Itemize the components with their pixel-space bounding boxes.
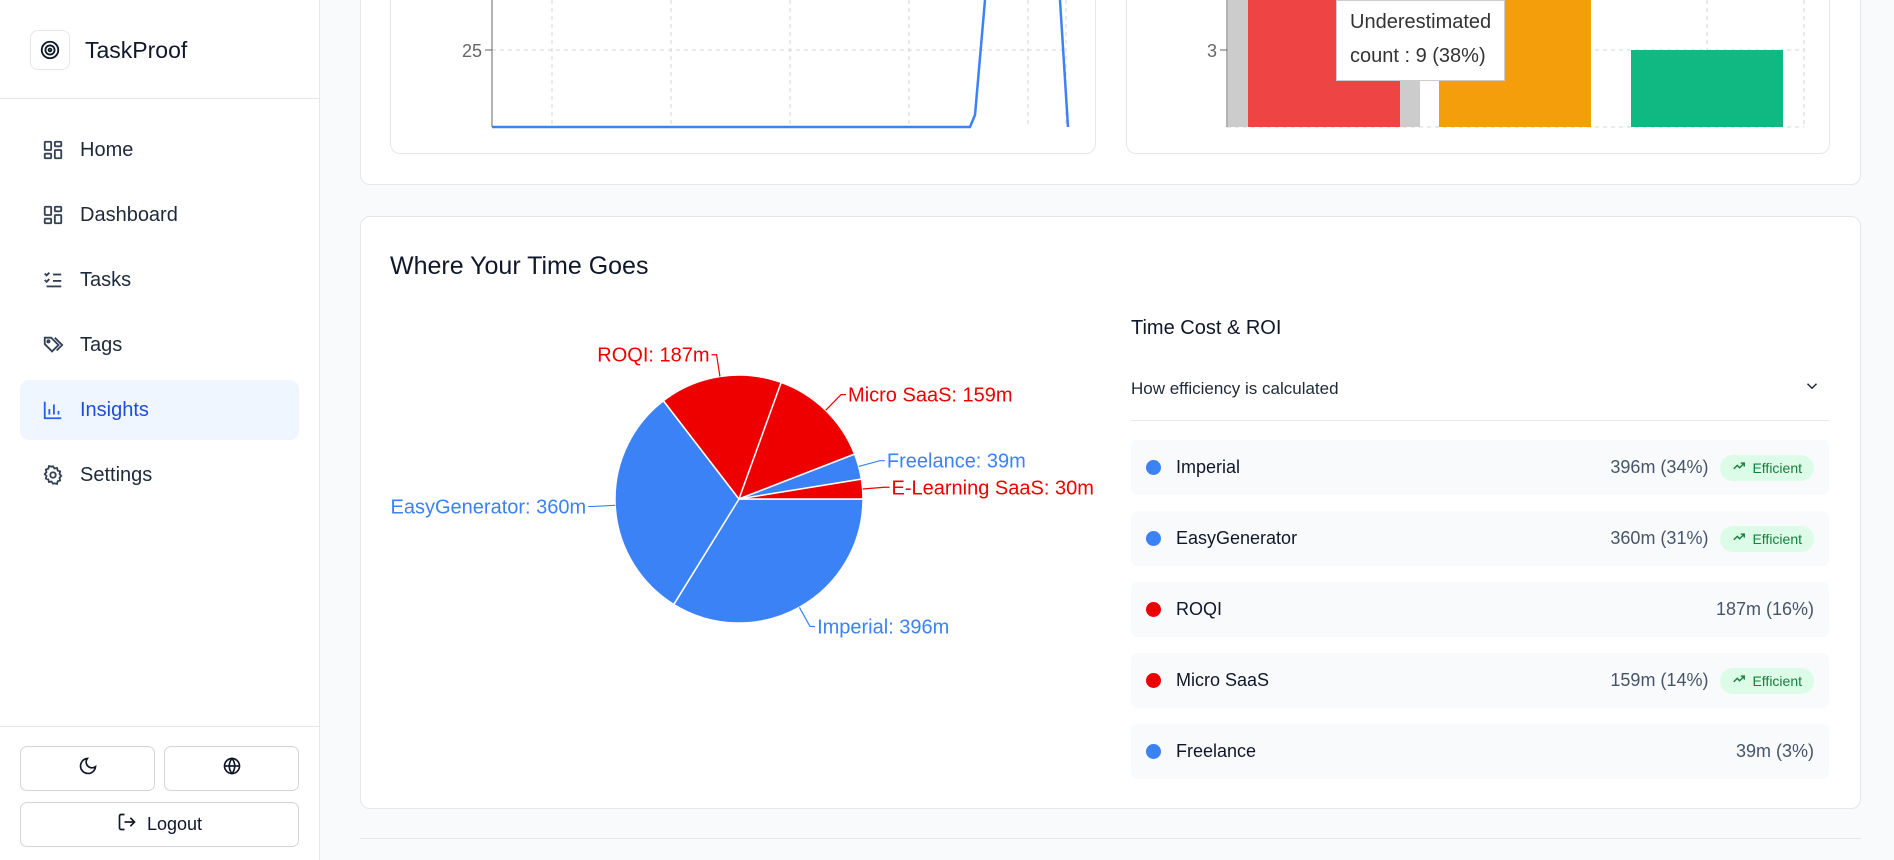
pie-slice-micro-saas[interactable] <box>737 381 856 501</box>
bar-chart-tooltip: Underestimated count : 9 (38%) <box>1336 0 1505 81</box>
nav-label: Tags <box>80 333 123 356</box>
home-icon <box>40 137 66 163</box>
tags-icon <box>40 332 66 358</box>
color-dot <box>1146 531 1161 546</box>
pie-label: E-Learning SaaS: 30m <box>892 477 1094 499</box>
color-dot <box>1146 602 1161 617</box>
sidebar: TaskProof Home Dashboard Tasks Tags <box>0 0 320 860</box>
roi-row: Micro SaaS 159m (14%) Efficient <box>1131 653 1829 708</box>
moon-icon <box>78 756 98 781</box>
roi-list: Imperial 396m (34%) Efficient EasyGenerator… <box>1131 440 1829 795</box>
badge-label: Efficient <box>1752 672 1802 689</box>
bar-hover-shade <box>1228 0 1248 127</box>
brand-name: TaskProof <box>85 36 188 63</box>
nav-item-tags[interactable]: Tags <box>20 315 299 375</box>
theme-toggle-button[interactable] <box>20 746 155 791</box>
pie-label: EasyGenerator: 360m <box>391 496 587 518</box>
roi-project-name: Imperial <box>1176 457 1241 477</box>
pie-label-line <box>588 504 616 508</box>
roi-row: EasyGenerator 360m (31%) Efficient <box>1131 511 1829 566</box>
roi-time-value: 187m (16%) <box>1715 599 1814 619</box>
roi-time-value: 159m (14%) <box>1610 670 1709 690</box>
bar-overestimated <box>1631 50 1783 127</box>
logout-label: Logout <box>146 814 203 834</box>
efficient-badge: Efficient <box>1720 525 1814 552</box>
efficient-badge: Efficient <box>1720 454 1814 481</box>
badge-label: Efficient <box>1752 530 1802 547</box>
pie-label: Freelance: 39m <box>887 451 1026 473</box>
pie-slice-roqi[interactable] <box>662 374 783 501</box>
line-chart-tick-label: 25 <box>462 41 482 61</box>
trending-up-icon <box>1732 530 1752 547</box>
tasks-icon <box>40 267 66 293</box>
main-nav: Home Dashboard Tasks Tags Insights <box>20 120 299 510</box>
nav-item-dashboard[interactable]: Dashboard <box>20 185 299 245</box>
pie-label-line <box>798 607 816 628</box>
tooltip-value: count : 9 (38%) <box>1350 45 1486 67</box>
pie-label: Imperial: 396m <box>817 617 949 639</box>
divider <box>0 726 320 727</box>
nav-label: Tasks <box>80 268 132 291</box>
roi-project-name: Freelance <box>1176 741 1257 761</box>
trending-up-icon <box>1732 459 1752 476</box>
nav-label: Settings <box>80 463 153 486</box>
pie-label-line <box>711 354 721 377</box>
accordion-label: How efficiency is calculated <box>1131 378 1339 398</box>
roi-time-value: 39m (3%) <box>1735 741 1814 761</box>
roi-project-name: Micro SaaS <box>1176 670 1270 690</box>
nav-item-settings[interactable]: Settings <box>20 445 299 505</box>
line-series <box>492 0 987 129</box>
tooltip-category: Underestimated <box>1350 11 1492 33</box>
gear-icon <box>40 462 66 488</box>
brand[interactable]: TaskProof <box>30 30 187 70</box>
top-charts-svg: 25 3 <box>462 0 1805 129</box>
roi-title: Time Cost & ROI <box>1131 317 1282 339</box>
globe-icon <box>222 756 242 781</box>
nav-item-tasks[interactable]: Tasks <box>20 250 299 310</box>
nav-item-insights[interactable]: Insights <box>20 380 299 440</box>
color-dot <box>1146 673 1161 688</box>
nav-label: Dashboard <box>80 203 178 226</box>
roi-time-value: 360m (31%) <box>1610 528 1709 548</box>
divider <box>0 98 320 99</box>
nav-label: Home <box>80 138 134 161</box>
pie-slice-e-learning-saas[interactable] <box>738 478 864 500</box>
pie-slice-imperial[interactable] <box>672 498 864 624</box>
chevron-down-icon <box>1803 377 1821 400</box>
nav-label: Insights <box>80 398 149 421</box>
dashboard-icon <box>40 202 66 228</box>
roi-time-value: 396m (34%) <box>1610 457 1709 477</box>
line-series-tail <box>1058 0 1070 128</box>
time-pie-chart: Imperial: 396m EasyGenerator: 360m ROQI: 1… <box>391 345 1094 639</box>
roi-project-name: ROQI <box>1176 599 1223 619</box>
roi-row: Freelance 39m (3%) <box>1131 724 1829 779</box>
roi-row: ROQI 187m (16%) <box>1131 582 1829 637</box>
pie-label-line <box>862 486 890 490</box>
logout-button[interactable]: Logout <box>20 802 299 847</box>
bar-chart-icon <box>40 397 66 423</box>
efficient-badge: Efficient <box>1720 667 1814 694</box>
logout-icon <box>117 812 147 837</box>
pie-label: Micro SaaS: 159m <box>848 385 1013 407</box>
pie-label-line <box>825 393 847 411</box>
pie-label: ROQI: 187m <box>597 345 709 367</box>
color-dot <box>1146 744 1161 759</box>
roi-row: Imperial 396m (34%) Efficient <box>1131 440 1829 495</box>
target-icon <box>30 30 70 70</box>
color-dot <box>1146 460 1161 475</box>
bar-chart-tick-label: 3 <box>1207 41 1217 61</box>
pie-label-line <box>858 460 885 468</box>
roi-project-name: EasyGenerator <box>1176 528 1298 548</box>
language-button[interactable] <box>164 746 299 791</box>
section-title: Where Your Time Goes <box>390 252 649 280</box>
divider <box>360 838 1861 839</box>
efficiency-accordion[interactable]: How efficiency is calculated <box>1131 365 1829 421</box>
trending-up-icon <box>1732 672 1752 689</box>
badge-label: Efficient <box>1752 459 1802 476</box>
nav-item-home[interactable]: Home <box>20 120 299 180</box>
